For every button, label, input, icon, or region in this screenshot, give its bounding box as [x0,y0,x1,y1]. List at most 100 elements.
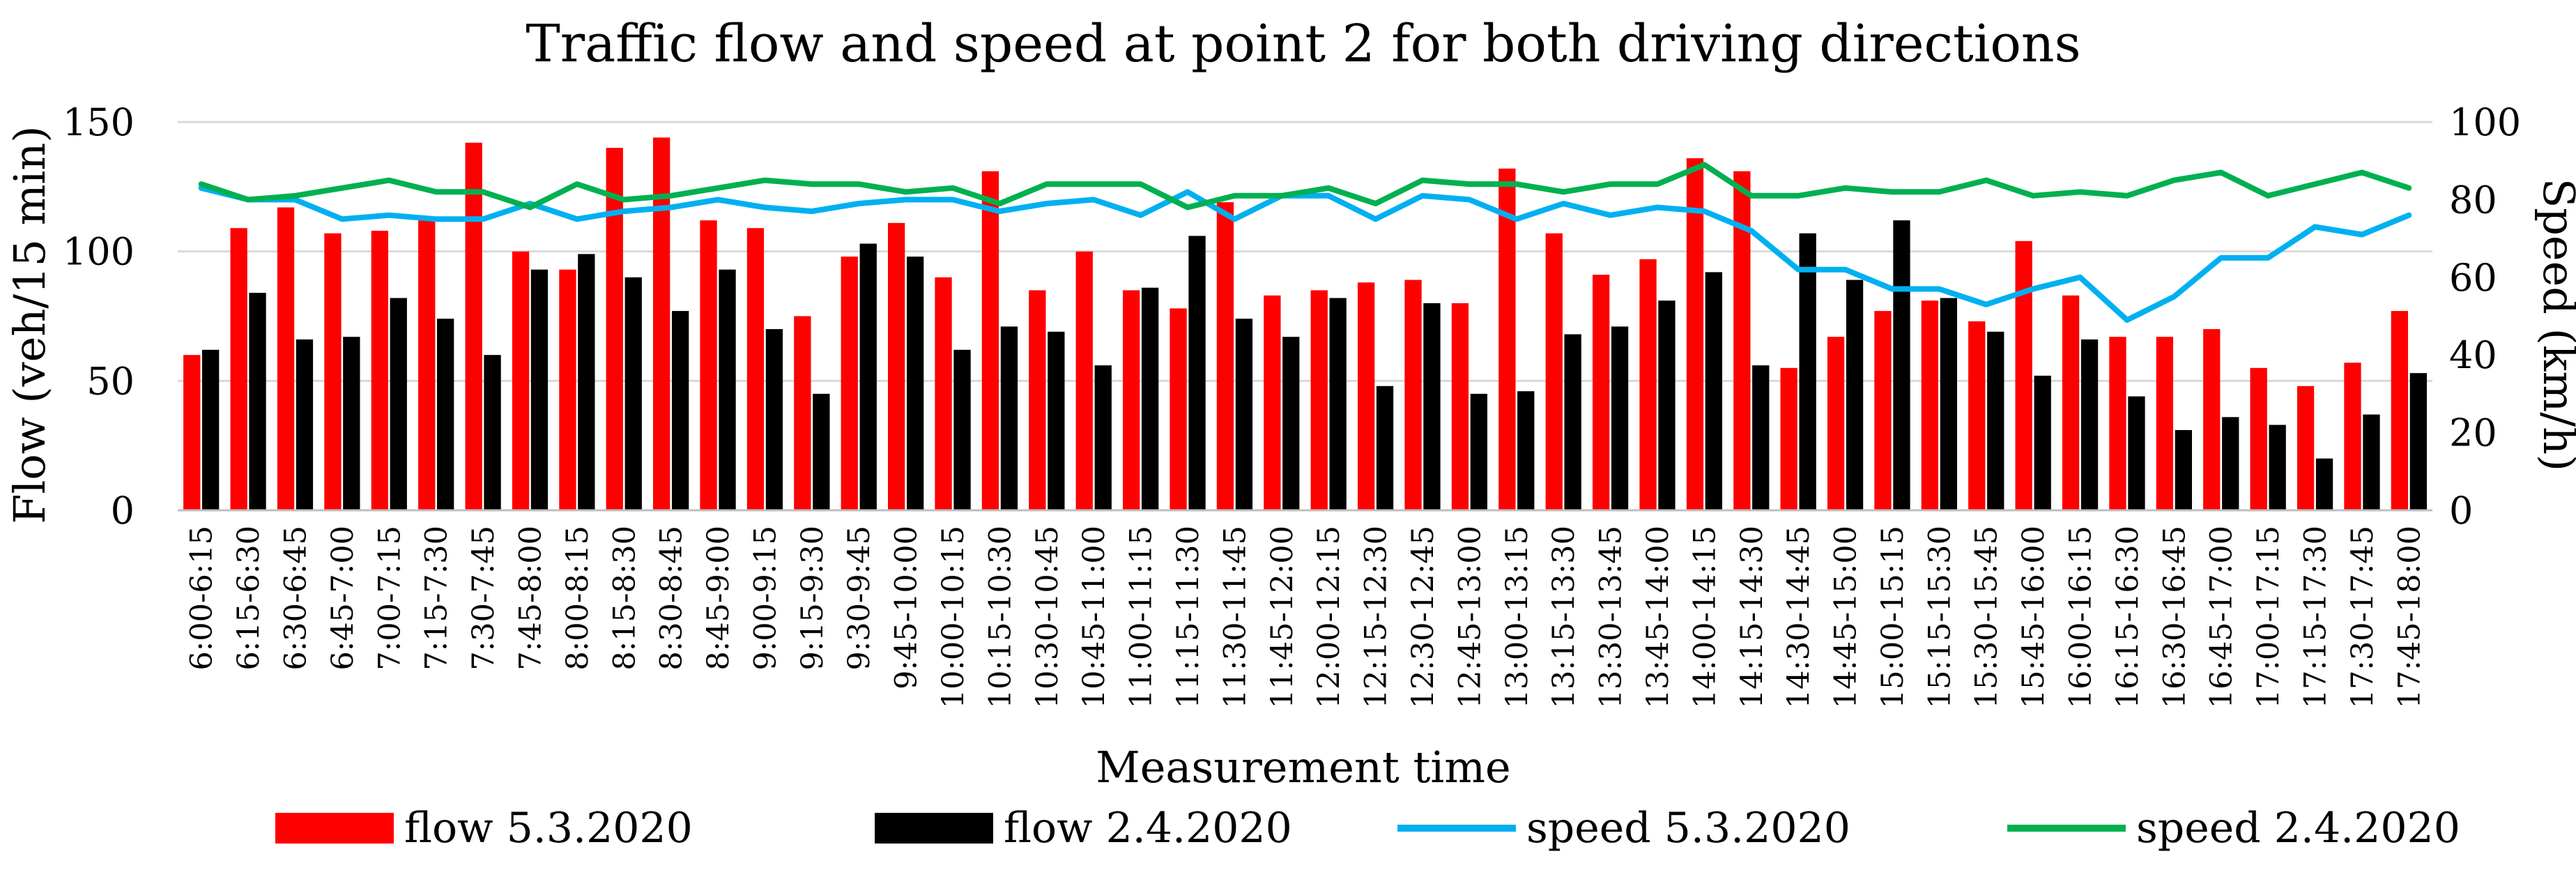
x-tick-label: 9:30-9:45 [842,526,877,671]
bar-1-15 [907,257,924,510]
x-tick-label: 6:15-6:30 [231,526,266,671]
x-tick-label: 13:15-13:30 [1547,526,1581,708]
bar-0-4 [371,231,388,510]
y-tick-label: 0 [111,489,135,533]
x-tick-label: 17:00-17:15 [2251,526,2286,708]
x-tick-label: 7:15-7:30 [420,526,454,671]
y-tick-label: 50 [86,359,135,403]
x-tick-label: 14:15-14:30 [1735,526,1770,708]
x-tick-label: 10:00-10:15 [936,526,971,708]
bar-0-11 [700,220,717,510]
bar-1-19 [1094,365,1112,510]
x-axis-ticks: 6:00-6:15 6:15-6:30 6:30-6:45 6:45-7:00 7:00… [185,526,2428,708]
x-tick-label: 15:45-16:00 [2016,526,2051,708]
bar-0-46 [2344,362,2361,510]
bar-0-13 [794,316,811,510]
bar-0-7 [512,251,530,510]
bar-1-2 [296,339,314,510]
x-tick-label: 12:15-12:30 [1359,526,1394,708]
bar-0-34 [1780,367,1797,510]
bar-0-0 [183,355,201,510]
bar-1-29 [1564,334,1581,510]
bar-1-34 [1799,233,1816,510]
x-tick-label: 14:30-14:45 [1781,526,1816,708]
bar-0-44 [2250,367,2267,510]
bar-1-4 [390,298,407,510]
bar-0-5 [418,220,436,510]
bar-1-33 [1752,365,1770,510]
bar-0-15 [888,222,905,510]
legend-label-1: flow 2.4.2020 [1004,804,1292,853]
x-tick-label: 9:00-9:15 [748,526,783,671]
chart-title: Traffic flow and speed at point 2 for bo… [526,14,2080,74]
bar-1-44 [2269,425,2286,510]
bar-0-28 [1498,168,1516,511]
x-tick-label: 13:45-14:00 [1641,526,1676,708]
bar-1-41 [2128,396,2145,510]
x-tick-label: 16:45-17:00 [2205,526,2239,708]
x-tick-label: 11:30-11:45 [1218,526,1252,708]
bar-0-21 [1170,308,1187,510]
y2-tick-label: 20 [2449,411,2497,455]
legend-label-2: speed 5.3.2020 [1526,804,1850,853]
x-tick-label: 6:30-6:45 [279,526,314,671]
bar-1-30 [1611,326,1629,510]
bar-1-17 [1000,326,1018,510]
x-tick-label: 16:00-16:15 [2064,526,2099,708]
bar-0-3 [324,233,342,510]
bar-1-39 [2034,375,2051,510]
bar-0-17 [981,171,999,510]
bar-1-18 [1048,331,1065,510]
x-tick-label: 17:30-17:45 [2345,526,2380,708]
bar-1-45 [2315,458,2333,510]
x-tick-label: 7:00-7:15 [372,526,407,671]
bar-0-6 [465,142,482,510]
y2-tick-label: 0 [2449,489,2473,533]
x-tick-label: 8:00-8:15 [560,526,595,671]
bar-0-9 [606,148,623,511]
legend-label-0: flow 5.3.2020 [404,804,693,853]
bar-1-6 [484,355,501,510]
x-tick-label: 16:30-16:45 [2157,526,2192,708]
bar-1-20 [1142,287,1159,510]
x-tick-label: 8:30-8:45 [654,526,689,671]
legend-swatch-1 [875,813,993,844]
bar-0-29 [1545,233,1563,510]
bar-1-24 [1329,298,1347,510]
speed-lines [198,162,2412,323]
bar-1-47 [2409,373,2427,510]
bar-1-26 [1423,303,1441,510]
x-tick-label: 16:15-16:30 [2110,526,2145,708]
series-line-2 [198,185,2412,323]
x-tick-label: 11:15-11:30 [1171,526,1206,708]
bar-1-25 [1376,386,1394,510]
bar-0-22 [1216,202,1234,510]
bar-1-9 [624,277,642,510]
flow-bars [183,137,2427,511]
bar-1-12 [765,329,783,510]
x-tick-label: 12:00-12:15 [1312,526,1347,708]
bar-0-1 [230,228,247,510]
right-axis-ticks: 0 20 40 60 80 100 [2449,100,2521,533]
bar-0-41 [2109,337,2126,510]
series-line-3 [198,162,2412,211]
bar-0-39 [2015,241,2032,510]
x-tick-label: 6:00-6:15 [185,526,220,671]
bar-1-32 [1705,272,1722,510]
bar-0-36 [1874,311,1892,510]
y2-tick-label: 100 [2449,100,2521,144]
y2-tick-label: 60 [2449,256,2497,300]
bar-0-8 [559,269,576,510]
y-axis-title: Flow (veh/15 min) [4,125,55,524]
bar-0-45 [2297,386,2315,510]
bar-0-47 [2391,311,2408,510]
bar-0-35 [1827,337,1845,510]
x-tick-label: 12:45-13:00 [1452,526,1487,708]
legend-label-3: speed 2.4.2020 [2136,804,2460,853]
bar-0-14 [841,257,858,510]
left-axis-ticks: 0 50 100 150 [63,100,135,533]
y2-tick-label: 80 [2449,178,2497,222]
bar-1-28 [1517,391,1535,510]
bar-0-18 [1029,290,1046,510]
bar-0-40 [2062,295,2080,510]
